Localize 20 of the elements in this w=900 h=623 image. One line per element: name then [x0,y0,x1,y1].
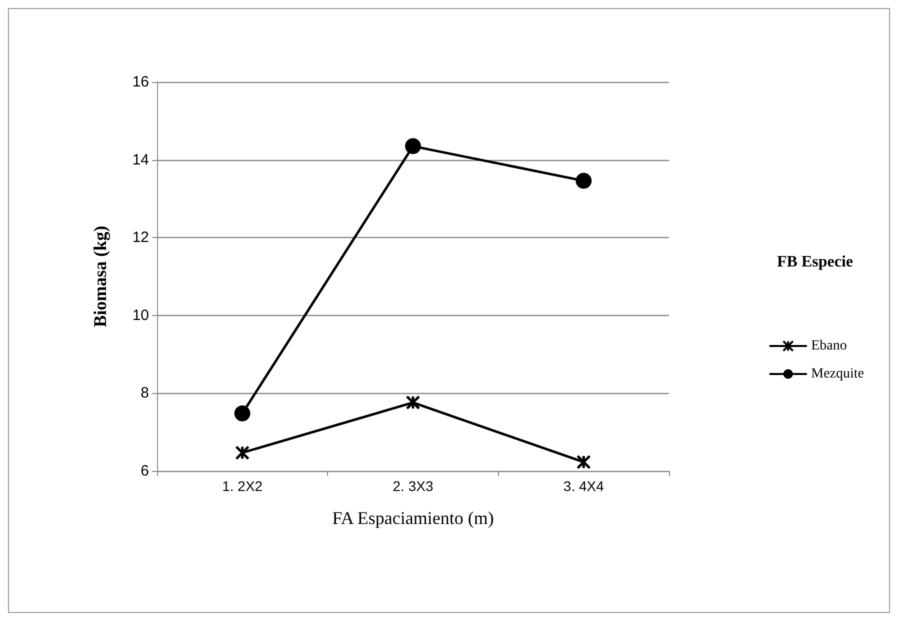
legend-label: Ebano [811,338,847,354]
y-tick-label: 16 [132,74,149,90]
point [406,395,420,410]
x-tick-label: 1. 2X2 [222,478,263,494]
y-tick-label: 10 [132,306,149,324]
point [234,405,250,422]
x-tick-label: 3. 4X4 [563,478,604,494]
y-tick-label: 6 [140,462,149,480]
x-axis-title: FA Espaciamiento (m) [332,508,494,528]
point [235,445,250,460]
y-tick-label: 14 [132,151,149,168]
x-tick-label: 2. 3X3 [392,478,434,494]
y-tick-label: 8 [140,384,149,402]
point [576,454,591,470]
point [576,172,592,189]
legend-label: Mezquite [811,366,864,382]
y-tick-label: 12 [132,229,149,246]
legend-title: FB Especie [777,254,854,270]
point [405,138,421,154]
y-axis-title: Biomasa (kg) [90,226,110,328]
